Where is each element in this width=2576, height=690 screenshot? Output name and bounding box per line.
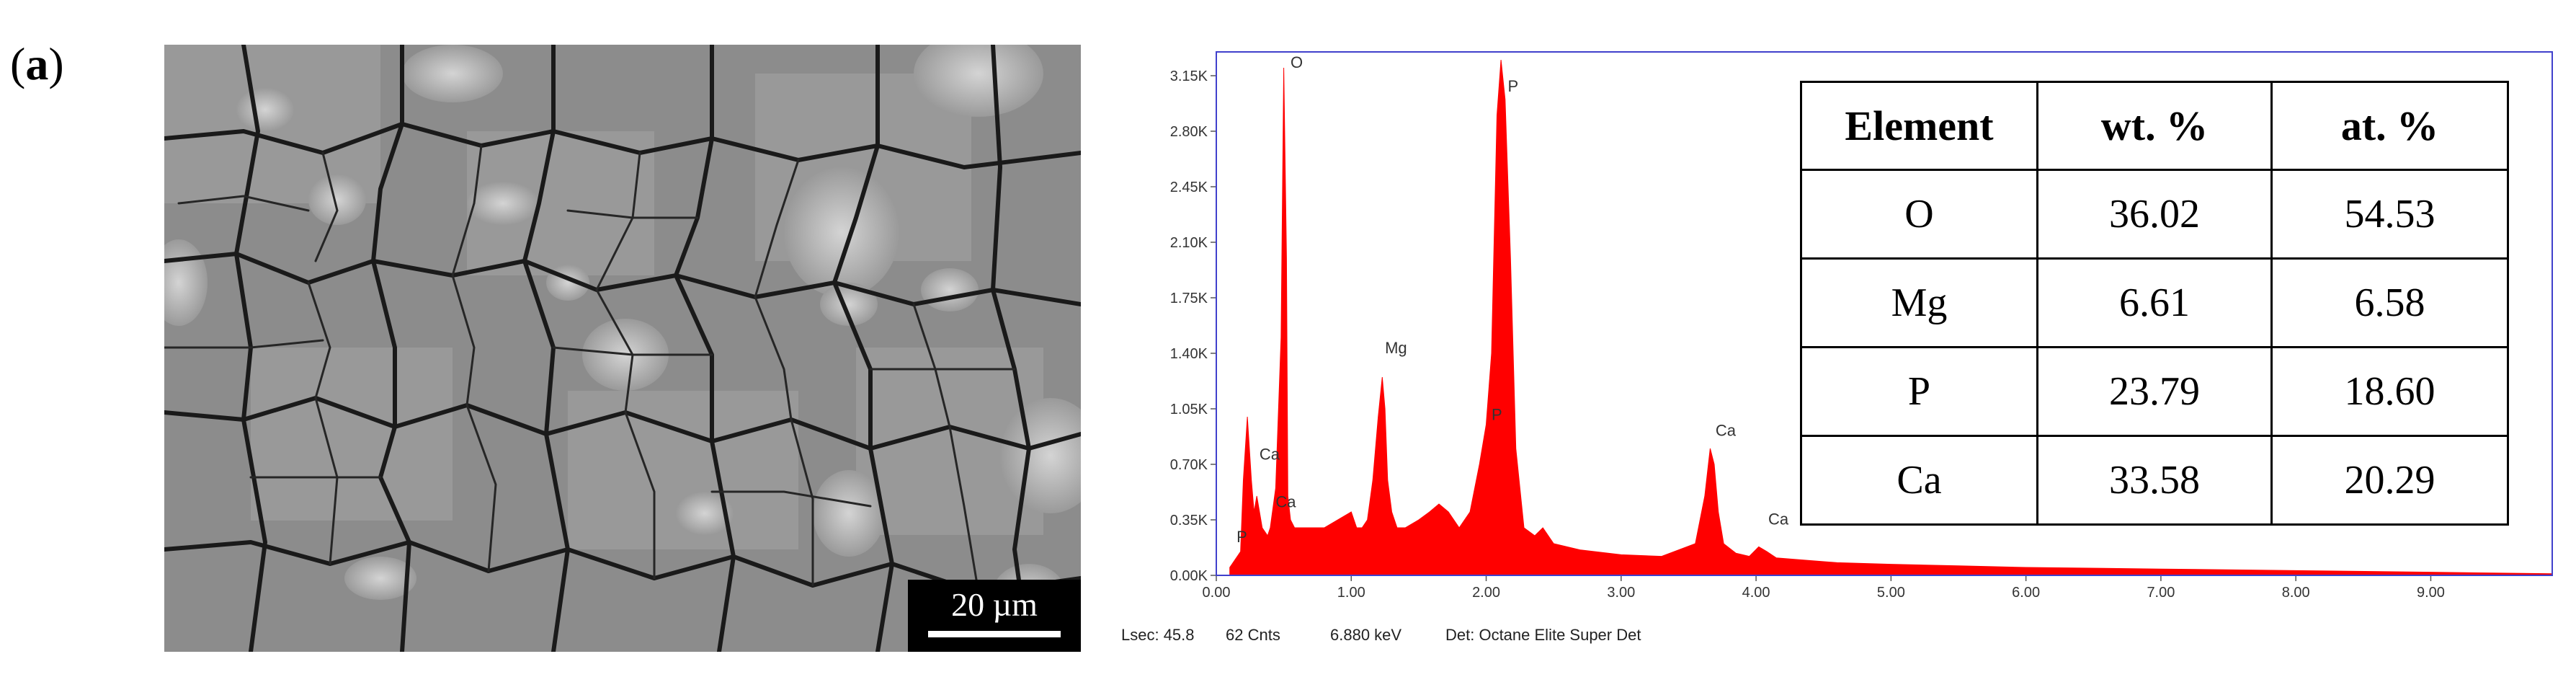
cell-wt: 23.79 [2036, 346, 2273, 437]
cell-at: 18.60 [2270, 346, 2509, 437]
cell-at: 20.29 [2270, 435, 2509, 526]
table-row: Mg 6.61 6.58 [1800, 257, 2509, 348]
peak-label: Ca [1768, 510, 1789, 528]
cell-element: P [1800, 346, 2038, 437]
x-axis: 0.00 1.00 2.00 3.00 4.00 5.00 6.00 7.00 8.00 9.00 [1203, 575, 2445, 601]
scale-bar-label: 20 µm [951, 586, 1038, 623]
footer-detector: Det: Octane Elite Super Det [1445, 626, 1641, 644]
composition-table: Element wt. % at. % O 36.02 54.53 Mg 6.6… [1800, 81, 2509, 526]
cell-element: Mg [1800, 257, 2038, 348]
header-at: at. % [2270, 81, 2509, 171]
spectrum-chart: 0.00K 0.35K 0.70K 1.05K 1.40K 1.75K 2.10K 2.45K… [1121, 51, 2553, 644]
y-tick-label: 2.45K [1170, 180, 1208, 195]
x-tick-label: 3.00 [1607, 585, 1635, 601]
header-wt: wt. % [2036, 81, 2273, 171]
y-tick-label: 0.35K [1170, 513, 1208, 528]
sem-texture [164, 45, 1081, 652]
cell-element: Ca [1800, 435, 2038, 526]
footer-counts: 62 Cnts [1226, 626, 1280, 644]
cell-wt: 36.02 [2036, 169, 2273, 260]
peak-label: O [1291, 53, 1303, 71]
y-tick-label: 0.70K [1170, 457, 1208, 473]
y-tick-label: 1.40K [1170, 346, 1208, 362]
peak-label: P [1492, 405, 1502, 423]
y-tick-label: 2.80K [1170, 124, 1208, 140]
peak-labels: O P Mg P Ca Ca P Ca Ca [1236, 53, 1789, 546]
footer-energy: 6.880 keV [1330, 626, 1401, 644]
x-tick-label: 8.00 [2282, 585, 2310, 601]
scale-bar: 20 µm [908, 580, 1081, 652]
sem-micrograph: 20 µm [164, 45, 1081, 652]
peak-label: Ca [1716, 421, 1737, 439]
y-axis: 0.00K 0.35K 0.70K 1.05K 1.40K 1.75K 2.10K 2.45K… [1170, 68, 1216, 584]
table-row: O 36.02 54.53 [1800, 169, 2509, 260]
x-tick-label: 4.00 [1742, 585, 1770, 601]
x-tick-label: 1.00 [1337, 585, 1365, 601]
peak-label: P [1508, 77, 1519, 95]
x-tick-label: 9.00 [2417, 585, 2445, 601]
cell-at: 54.53 [2270, 169, 2509, 260]
y-tick-label: 0.00K [1170, 568, 1208, 584]
cell-wt: 33.58 [2036, 435, 2273, 526]
header-element: Element [1800, 81, 2038, 171]
table-header-row: Element wt. % at. % [1800, 81, 2509, 171]
plot-frame [1216, 51, 2553, 576]
table-row: Ca 33.58 20.29 [1800, 435, 2509, 526]
scale-bar-line [928, 631, 1061, 637]
y-tick-label: 1.75K [1170, 291, 1208, 306]
x-tick-label: 5.00 [1877, 585, 1905, 601]
peak-label: P [1236, 528, 1247, 546]
x-tick-label: 7.00 [2147, 585, 2175, 601]
cell-at: 6.58 [2270, 257, 2509, 348]
x-tick-label: 2.00 [1472, 585, 1500, 601]
panel-label: (a) [10, 38, 64, 89]
y-tick-label: 3.15K [1170, 68, 1208, 84]
peak-label: Ca [1275, 492, 1296, 510]
footer-lsec: Lsec: 45.8 [1121, 626, 1195, 644]
peak-label: Mg [1385, 339, 1407, 357]
cell-element: O [1800, 169, 2038, 260]
peak-label: Ca [1260, 445, 1280, 463]
x-tick-label: 6.00 [2012, 585, 2040, 601]
spectrum-series [1229, 59, 2553, 576]
cell-wt: 6.61 [2036, 257, 2273, 348]
y-tick-label: 1.05K [1170, 402, 1208, 417]
x-tick-label: 0.00 [1203, 585, 1231, 601]
table-row: P 23.79 18.60 [1800, 346, 2509, 437]
y-tick-label: 2.10K [1170, 235, 1208, 251]
eds-spectrum: 0.00K 0.35K 0.70K 1.05K 1.40K 1.75K 2.10K 2.45K… [1121, 42, 2576, 647]
